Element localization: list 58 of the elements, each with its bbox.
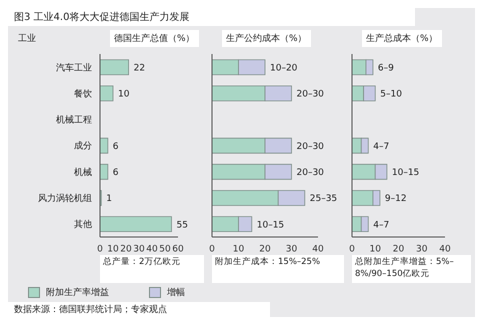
x-tick-label: 0 (349, 244, 356, 254)
x-tick-label: 30 (286, 244, 298, 254)
data-label: 6–9 (378, 63, 394, 74)
x-tick-label: 0 (209, 244, 216, 254)
x-tick-label: 0 (97, 244, 104, 254)
data-label: 10 (118, 90, 130, 100)
x-tick-label: 50 (159, 244, 171, 254)
x-axis-title: 附加生产成本：15%–25% (212, 255, 344, 283)
x-tick-label: 30 (133, 244, 145, 254)
y-tick-label: 机械 (74, 166, 92, 178)
data-label: 10–20 (270, 63, 298, 74)
data-label: 20–30 (296, 90, 324, 100)
data-label: 5–10 (380, 90, 402, 100)
data-label: 22 (134, 63, 146, 74)
x-tick-label: 20 (392, 244, 404, 254)
data-label: 25–35 (310, 194, 338, 204)
x-tick-label: 10 (232, 244, 244, 254)
data-label: 6 (112, 142, 119, 152)
y-tick-label: 成分 (74, 140, 92, 152)
data-label: 20–30 (296, 142, 324, 152)
x-tick-label: 40 (439, 244, 451, 254)
legend-label: 增幅 (167, 286, 185, 299)
chart-subtitle: 德国生产总值（%） (110, 30, 199, 46)
chart-title: 图3 工业4.0将大大促进德国生产力发展 (8, 8, 415, 26)
y-tick-label: 风力涡轮机组 (38, 192, 92, 204)
y-tick-label: 机械工程 (56, 114, 92, 126)
y-axis-title: 工业 (17, 32, 37, 44)
data-label: 4–7 (373, 142, 390, 152)
x-tick-label: 10 (107, 244, 119, 254)
y-tick-label: 其他 (74, 219, 92, 230)
data-label: 55 (176, 220, 188, 230)
bar (100, 138, 108, 154)
data-label: 9–12 (384, 194, 407, 204)
legend-label: 附加生产率增益 (46, 286, 109, 299)
chart-subtitle: 生产公约成本（%） (222, 30, 311, 46)
data-label: 10–15 (392, 168, 420, 178)
bar (100, 164, 108, 180)
y-tick-label: 餐饮 (74, 88, 92, 100)
x-tick-label: 40 (312, 244, 324, 254)
y-tick-label: 汽车工业 (56, 62, 92, 74)
x-tick-label: 20 (120, 244, 132, 254)
x-axis-title: 总附加生产率增益：5%–8%/90–150亿欧元 (352, 255, 471, 283)
data-label: 4–7 (373, 220, 390, 230)
x-tick-label: 20 (259, 244, 271, 254)
x-tick-label: 10 (370, 244, 382, 254)
x-tick-label: 30 (416, 244, 428, 254)
bar (100, 59, 129, 76)
bar (100, 85, 114, 102)
data-label: 10–15 (256, 220, 284, 230)
x-axis-title: 总产量：2万亿欧元 (100, 255, 204, 283)
data-label: 20–30 (296, 168, 324, 178)
x-tick-label: 60 (172, 244, 184, 254)
bar (100, 216, 172, 232)
source-note: 数据来源：德国联邦统计局；专家观点 (8, 302, 270, 317)
data-label: 6 (112, 168, 119, 178)
chart-subtitle: 生产总成本（%） (362, 30, 442, 46)
x-tick-label: 40 (146, 244, 158, 254)
data-label: 1 (106, 194, 112, 204)
